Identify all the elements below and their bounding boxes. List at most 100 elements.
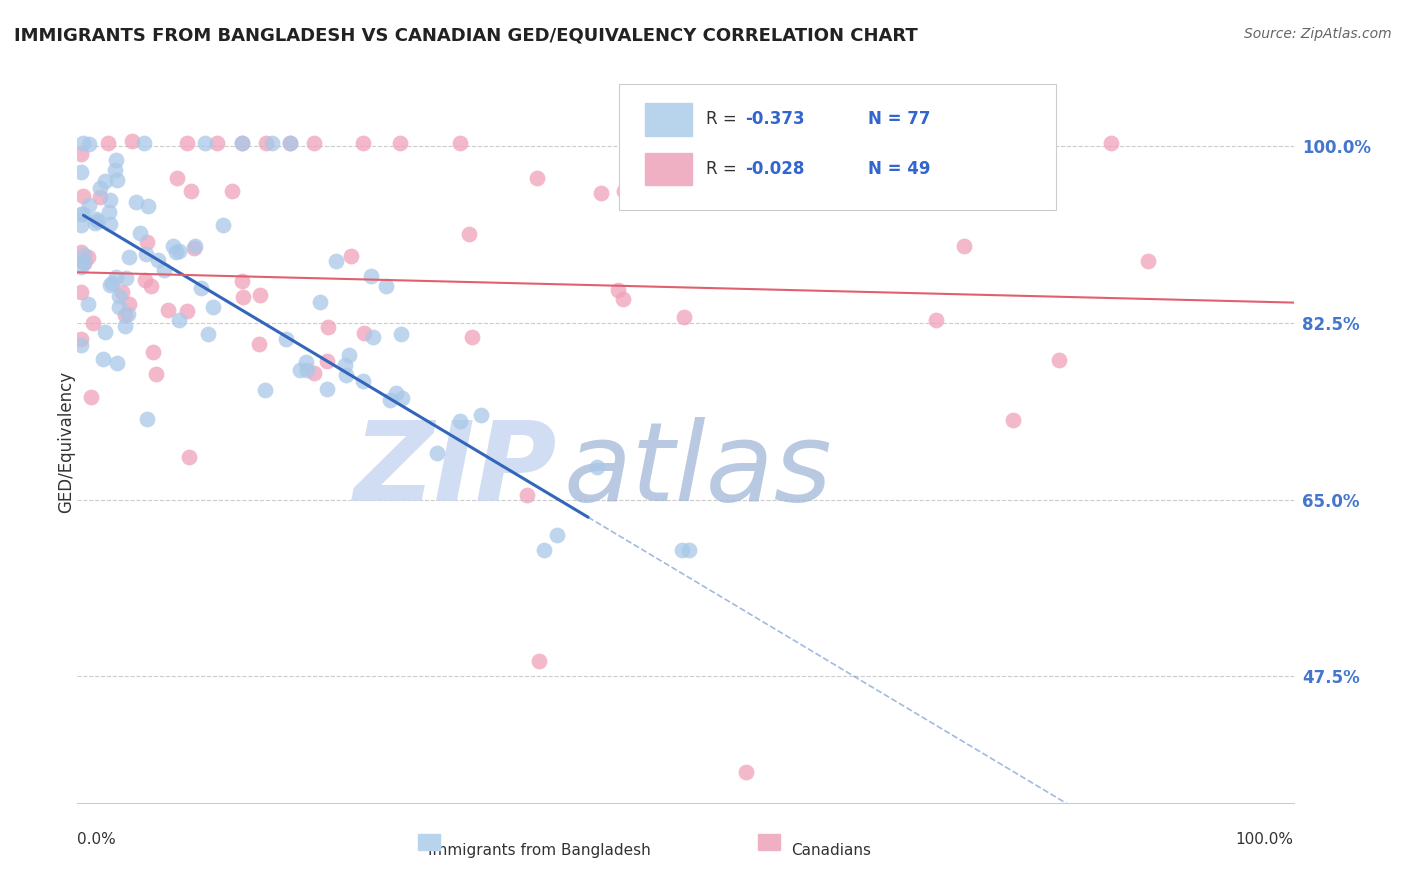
- Point: [190, 281, 212, 295]
- Point: [180, 185, 202, 199]
- Point: [162, 239, 184, 253]
- Point: [73, 255, 96, 269]
- Point: [221, 184, 243, 198]
- Point: [1047, 352, 1070, 367]
- Point: [308, 294, 330, 309]
- Point: [526, 170, 548, 185]
- Point: [118, 296, 141, 310]
- Point: [249, 287, 271, 301]
- Point: [360, 269, 382, 284]
- Point: [98, 278, 121, 293]
- Point: [77, 297, 100, 311]
- Point: [79, 198, 101, 212]
- Point: [295, 355, 318, 369]
- Point: [253, 383, 276, 397]
- Point: [70, 164, 93, 178]
- FancyBboxPatch shape: [619, 84, 1056, 211]
- Point: [100, 277, 122, 291]
- Point: [108, 300, 131, 314]
- Point: [136, 235, 159, 249]
- Point: [254, 136, 277, 150]
- Point: [449, 414, 471, 428]
- Point: [352, 136, 374, 150]
- Point: [183, 241, 205, 255]
- Point: [231, 290, 253, 304]
- Point: [114, 309, 136, 323]
- Point: [388, 136, 411, 150]
- Point: [591, 186, 613, 200]
- Point: [391, 391, 413, 405]
- Point: [297, 363, 319, 377]
- Point: [145, 367, 167, 381]
- Point: [72, 248, 94, 262]
- Point: [89, 181, 111, 195]
- Point: [128, 226, 150, 240]
- Point: [114, 319, 136, 334]
- Text: -0.028: -0.028: [745, 161, 804, 178]
- Point: [105, 172, 128, 186]
- Point: [315, 382, 337, 396]
- Y-axis label: GED/Equivalency: GED/Equivalency: [58, 370, 75, 513]
- Text: Immigrants from Bangladesh: Immigrants from Bangladesh: [427, 843, 651, 857]
- Point: [70, 218, 93, 232]
- Point: [152, 263, 174, 277]
- Point: [952, 239, 974, 253]
- Point: [735, 765, 758, 780]
- Point: [72, 189, 94, 203]
- Point: [374, 279, 396, 293]
- Point: [70, 147, 93, 161]
- Point: [1099, 136, 1122, 150]
- Point: [167, 313, 190, 327]
- Point: [231, 274, 253, 288]
- Text: ZIP: ZIP: [354, 417, 558, 524]
- Point: [77, 136, 100, 151]
- Point: [141, 278, 163, 293]
- Point: [176, 303, 198, 318]
- Point: [70, 285, 93, 300]
- Point: [274, 332, 297, 346]
- Point: [105, 269, 128, 284]
- Text: -0.373: -0.373: [745, 110, 804, 128]
- Point: [98, 193, 121, 207]
- Point: [389, 326, 412, 341]
- Point: [546, 528, 568, 542]
- Point: [89, 190, 111, 204]
- Bar: [418, 834, 440, 850]
- Point: [146, 252, 169, 267]
- Text: 0.0%: 0.0%: [77, 831, 117, 847]
- Text: R =: R =: [706, 161, 742, 178]
- Point: [352, 374, 374, 388]
- Point: [115, 270, 138, 285]
- Point: [104, 153, 127, 167]
- Point: [87, 214, 110, 228]
- Point: [304, 136, 326, 150]
- Point: [84, 216, 107, 230]
- Point: [134, 136, 156, 150]
- Bar: [645, 153, 692, 185]
- Point: [353, 326, 375, 340]
- Point: [460, 330, 482, 344]
- Point: [176, 136, 198, 150]
- Point: [606, 283, 628, 297]
- Point: [316, 319, 339, 334]
- Point: [138, 199, 160, 213]
- Point: [194, 136, 217, 150]
- Point: [104, 162, 127, 177]
- Point: [97, 205, 120, 219]
- Point: [449, 136, 471, 150]
- Point: [925, 313, 948, 327]
- Bar: [758, 834, 780, 850]
- Point: [82, 316, 104, 330]
- Point: [426, 446, 449, 460]
- Point: [70, 207, 93, 221]
- Point: [288, 363, 311, 377]
- Point: [70, 245, 93, 260]
- Point: [231, 136, 253, 150]
- Point: [458, 227, 481, 242]
- Text: 100.0%: 100.0%: [1236, 831, 1294, 847]
- Point: [612, 292, 634, 306]
- Point: [212, 218, 235, 232]
- Point: [135, 412, 157, 426]
- Point: [105, 356, 128, 370]
- Point: [167, 244, 190, 259]
